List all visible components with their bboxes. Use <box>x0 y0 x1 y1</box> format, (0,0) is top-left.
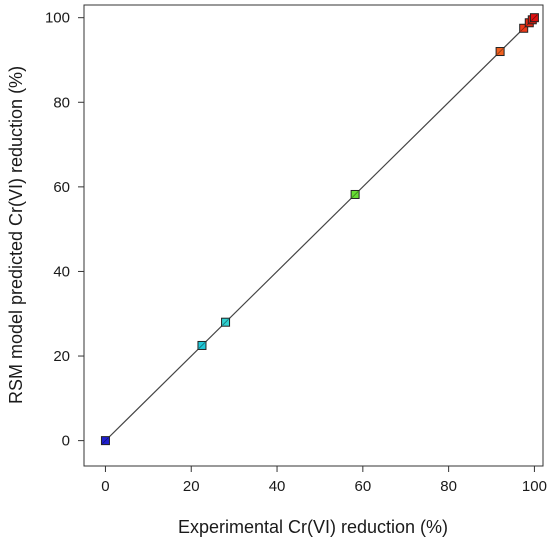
y-tick-label: 60 <box>53 179 70 196</box>
y-tick-label: 100 <box>45 10 70 27</box>
x-axis-title: Experimental Cr(VI) reduction (%) <box>178 517 448 537</box>
y-tick-label: 80 <box>53 94 70 111</box>
y-axis: 0 20 40 60 80 100 <box>45 10 84 450</box>
x-tick-label: 0 <box>101 478 109 495</box>
x-tick-label: 40 <box>269 478 286 495</box>
reference-line <box>105 17 535 442</box>
x-tick-label: 60 <box>354 478 371 495</box>
data-point <box>495 47 505 57</box>
y-tick-label: 20 <box>53 348 70 365</box>
data-point <box>350 189 360 199</box>
x-tick-label: 80 <box>440 478 457 495</box>
x-tick-label: 100 <box>522 478 547 495</box>
data-point <box>529 13 539 23</box>
y-axis-title: RSM model predicted Cr(VI) reduction (%) <box>6 66 26 404</box>
data-point <box>100 436 110 446</box>
x-tick-label: 20 <box>183 478 200 495</box>
x-axis: 0 20 40 60 80 100 <box>101 466 547 495</box>
plot-area-frame <box>83 4 544 467</box>
y-tick-label: 40 <box>53 263 70 280</box>
data-point <box>221 317 231 327</box>
data-points <box>100 13 539 446</box>
y-tick-label: 0 <box>62 433 70 450</box>
data-point <box>197 340 207 350</box>
